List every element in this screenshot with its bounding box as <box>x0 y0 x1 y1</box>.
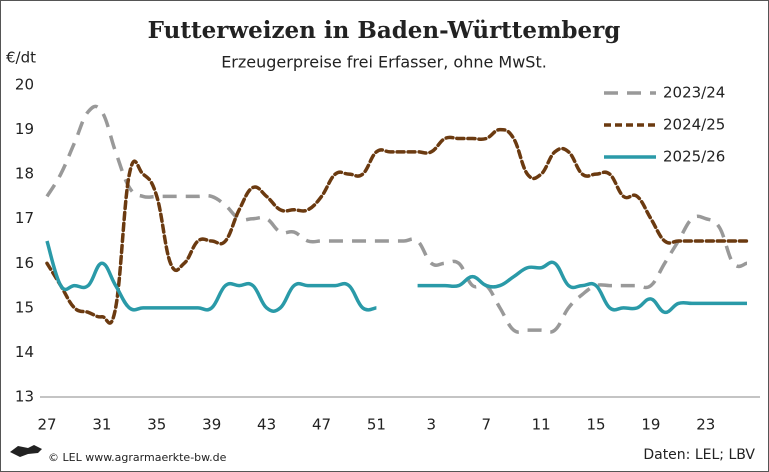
y-tick-label: 18 <box>15 165 34 183</box>
y-tick-label: 15 <box>15 298 34 316</box>
x-tick-label: 15 <box>586 416 605 434</box>
chart-title: Futterweizen in Baden-Württemberg <box>148 17 621 44</box>
y-tick-label: 17 <box>15 209 34 227</box>
x-tick-label: 11 <box>532 416 551 434</box>
series-line <box>45 127 749 325</box>
series-line <box>45 104 748 334</box>
legend-label: 2025/26 <box>663 148 725 166</box>
x-tick-label: 31 <box>92 416 111 434</box>
copyright: © LEL www.agrarmaerkte-bw.de <box>48 451 227 464</box>
y-tick-label: 16 <box>15 254 34 272</box>
x-tick-label: 27 <box>37 416 56 434</box>
logo <box>10 445 42 457</box>
x-tick-label: 7 <box>481 416 491 434</box>
y-tick-label: 14 <box>15 343 34 361</box>
x-tick-label: 51 <box>367 416 386 434</box>
series-line <box>45 240 747 315</box>
x-tick-label: 23 <box>696 416 715 434</box>
x-tick-label: 39 <box>202 416 221 434</box>
x-tick-label: 47 <box>312 416 331 434</box>
y-axis-unit: €/dt <box>6 49 36 67</box>
x-tick-label: 35 <box>147 416 166 434</box>
y-tick-label: 20 <box>15 76 34 94</box>
x-tick-label: 3 <box>427 416 437 434</box>
chart-subtitle: Erzeugerpreise frei Erfasser, ohne MwSt. <box>221 53 547 72</box>
y-tick-label: 13 <box>15 388 34 406</box>
legend-label: 2024/25 <box>663 116 725 134</box>
x-tick-label: 19 <box>641 416 660 434</box>
y-tick-label: 19 <box>15 120 34 138</box>
x-tick-label: 43 <box>257 416 276 434</box>
legend-label: 2023/24 <box>663 84 725 102</box>
source: Daten: LEL; LBV <box>643 447 755 463</box>
